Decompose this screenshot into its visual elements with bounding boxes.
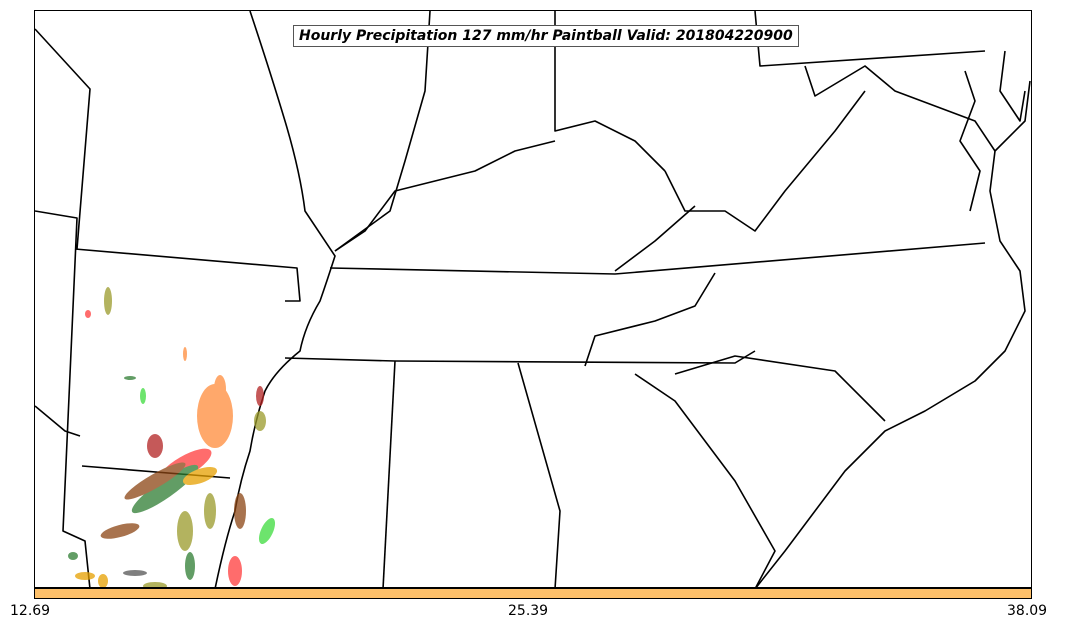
state-boundary-ky-tn-va xyxy=(664,90,866,232)
state-boundary-ar-north xyxy=(74,248,301,302)
map-frame: Hourly Precipitation 127 mm/hr Paintball… xyxy=(34,10,1032,588)
precip-blob xyxy=(124,376,136,380)
precip-blob xyxy=(131,464,199,514)
precip-blob xyxy=(183,347,187,361)
map-canvas xyxy=(35,11,1031,587)
state-boundary-md xyxy=(804,65,996,152)
precip-blob xyxy=(104,287,112,315)
precip-blob xyxy=(254,411,266,431)
state-boundary-al-ga xyxy=(517,362,561,587)
state-boundary-ok-south xyxy=(35,405,81,437)
precip-blob xyxy=(258,518,276,544)
precip-blob xyxy=(123,570,147,576)
state-boundary-il-in xyxy=(334,11,431,252)
precip-blob xyxy=(214,375,226,403)
colorbar xyxy=(34,588,1032,599)
colorbar-tick-min: 12.69 xyxy=(10,603,51,619)
precip-blob xyxy=(75,572,95,580)
precip-blob xyxy=(124,462,186,500)
state-boundary-in-oh xyxy=(554,11,666,172)
precip-blob xyxy=(68,552,78,560)
state-boundary-ky-north xyxy=(334,140,556,252)
state-boundary-va-nc xyxy=(584,272,716,367)
state-boundary-tx xyxy=(35,210,91,587)
state-boundary-ok xyxy=(35,28,91,250)
colorbar-tick-max: 38.09 xyxy=(1007,603,1048,619)
map-title: Hourly Precipitation 127 mm/hr Paintball… xyxy=(293,25,799,47)
state-boundary-tn-north xyxy=(329,242,986,275)
state-boundary-ga-sc xyxy=(634,373,776,587)
precip-blob xyxy=(98,574,108,587)
mississippi-river xyxy=(214,11,336,587)
state-boundary-tn-south xyxy=(284,350,756,364)
precipitation-paintballs xyxy=(68,287,276,587)
precip-blob xyxy=(234,493,246,529)
precip-blob xyxy=(182,466,218,486)
precip-blob xyxy=(140,388,146,404)
precip-blob xyxy=(204,493,216,529)
atlantic-coastline xyxy=(755,80,1031,587)
precip-blob xyxy=(185,552,195,580)
precip-blob xyxy=(228,556,242,586)
precip-blob xyxy=(143,582,167,587)
precip-blob xyxy=(147,434,163,458)
state-boundary-nc-sc xyxy=(674,355,886,422)
precip-blob xyxy=(256,386,264,406)
precip-blob xyxy=(85,310,91,318)
precip-blob xyxy=(177,511,193,551)
delaware-bay xyxy=(999,50,1026,122)
colorbar-tick-mid: 25.39 xyxy=(508,603,549,619)
precip-blob xyxy=(197,384,233,448)
state-boundary-wv xyxy=(614,205,696,272)
precip-blob xyxy=(100,523,140,539)
chesapeake-bay xyxy=(959,70,981,212)
state-boundary-ms-al xyxy=(382,360,396,587)
